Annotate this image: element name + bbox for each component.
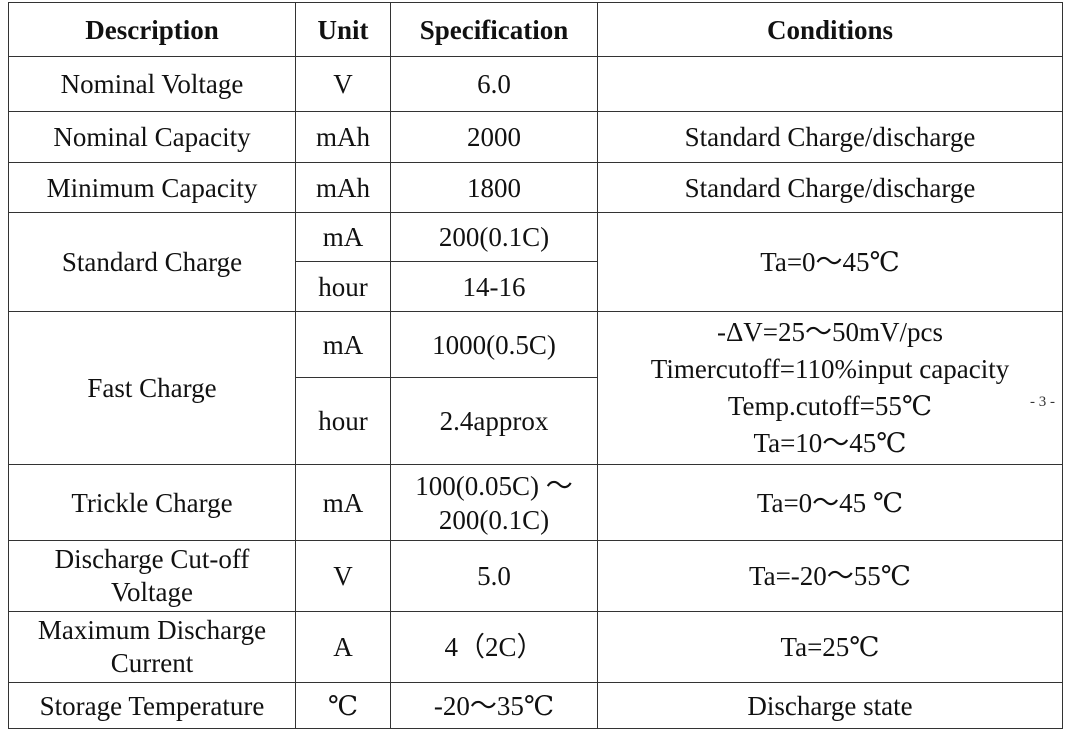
battery-spec-table: Description Unit Specification Condition… [8, 2, 1063, 729]
cell-unit: ℃ [295, 682, 391, 729]
cell-description: Fast Charge [8, 311, 296, 465]
page-number: - 3 - [1030, 394, 1055, 410]
cell-conditions: Ta=0～45 ℃ [597, 464, 1063, 541]
row-discharge-cutoff-voltage: Discharge Cut-off Voltage V 5.0 Ta=-20～5… [8, 540, 1063, 612]
row-standard-charge-time: hour 14-16 [9, 261, 1063, 312]
condition-line: Ta=10～45℃ [753, 428, 907, 458]
cell-conditions [597, 56, 1063, 112]
cell-unit: mA [295, 311, 391, 378]
cell-unit: hour [295, 261, 391, 312]
header-unit: Unit [295, 2, 391, 57]
cell-specification: 14-16 [390, 261, 598, 312]
specification-line: 100(0.05C) ～ [415, 470, 573, 501]
cell-description: Nominal Voltage [8, 56, 296, 112]
cell-unit: mA [295, 464, 391, 541]
condition-line: Temp.cutoff=55℃ [727, 391, 933, 421]
cell-conditions: Standard Charge/discharge [597, 111, 1063, 163]
cell-specification: 2.4approx [390, 377, 598, 465]
cell-specification: 100(0.05C) ～ 200(0.1C) [390, 464, 598, 541]
row-storage-temperature: Storage Temperature ℃ -20～35℃ Discharge … [8, 682, 1063, 729]
cell-unit: mA [295, 212, 391, 262]
cell-conditions: Ta=-20～55℃ [597, 540, 1063, 612]
cell-description: Maximum Discharge Current [8, 611, 296, 683]
cell-unit: hour [295, 377, 391, 465]
cell-specification: 1000(0.5C) [390, 311, 598, 378]
row-standard-charge-current: Standard Charge mA 200(0.1C) Ta=0～45℃ [8, 212, 1063, 312]
specification-line: 200(0.1C) [438, 504, 550, 535]
cell-conditions: -ΔV=25～50mV/pcs Timercutoff=110%input ca… [597, 311, 1063, 465]
description-line: Voltage [111, 577, 193, 607]
header-conditions: Conditions [597, 2, 1063, 57]
cell-unit: V [295, 56, 391, 112]
cell-unit: V [295, 540, 391, 612]
cell-specification: 5.0 [390, 540, 598, 612]
condition-line: Timercutoff=110%input capacity [650, 354, 1010, 384]
cell-description: Standard Charge [8, 212, 296, 312]
cell-conditions: Ta=25℃ [597, 611, 1063, 683]
cell-specification: -20～35℃ [390, 682, 598, 729]
row-nominal-capacity: Nominal Capacity mAh 2000 Standard Charg… [8, 111, 1063, 163]
cell-conditions: Standard Charge/discharge [597, 162, 1063, 213]
row-nominal-voltage: Nominal Voltage V 6.0 [8, 56, 1063, 112]
cell-unit: mAh [295, 111, 391, 163]
cell-specification: 1800 [390, 162, 598, 213]
table-header-row: Description Unit Specification Condition… [8, 2, 1063, 57]
header-description: Description [8, 2, 296, 57]
cell-description: Discharge Cut-off Voltage [8, 540, 296, 612]
cell-description: Trickle Charge [8, 464, 296, 541]
header-specification: Specification [390, 2, 598, 57]
cell-specification: 2000 [390, 111, 598, 163]
description-line: Maximum Discharge [37, 615, 267, 645]
row-trickle-charge: Trickle Charge mA 100(0.05C) ～ 200(0.1C)… [8, 464, 1063, 541]
cell-description: Storage Temperature [8, 682, 296, 729]
cell-conditions: Ta=0～45℃ [597, 212, 1063, 312]
description-line: Current [110, 648, 194, 678]
cell-description: Minimum Capacity [8, 162, 296, 213]
cell-conditions: Discharge state [597, 682, 1063, 729]
description-line: Discharge Cut-off [54, 544, 250, 574]
cell-specification: 6.0 [390, 56, 598, 112]
condition-line: -ΔV=25～50mV/pcs [716, 317, 944, 347]
row-maximum-discharge-current: Maximum Discharge Current A 4（2C） Ta=25℃ [8, 611, 1063, 683]
row-fast-charge-current: Fast Charge mA 1000(0.5C) -ΔV=25～50mV/pc… [8, 311, 1063, 465]
cell-description: Nominal Capacity [8, 111, 296, 163]
cell-unit: mAh [295, 162, 391, 213]
cell-unit: A [295, 611, 391, 683]
cell-specification: 200(0.1C) [390, 212, 598, 262]
row-minimum-capacity: Minimum Capacity mAh 1800 Standard Charg… [8, 162, 1063, 213]
cell-specification: 4（2C） [390, 611, 598, 683]
